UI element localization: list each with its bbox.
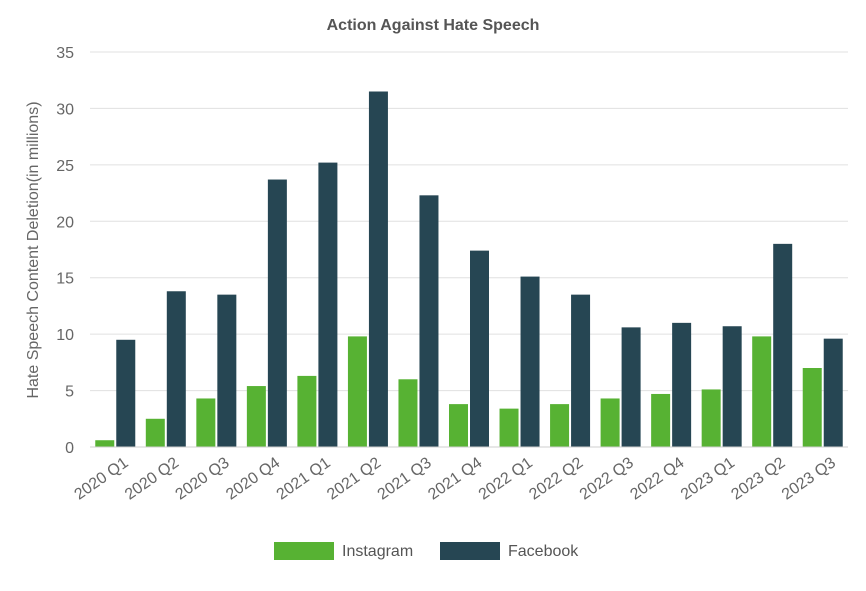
bar-facebook[interactable]: [166, 291, 186, 447]
x-tick-label: 2022 Q3: [577, 454, 637, 503]
x-tick-label: 2021 Q1: [274, 454, 334, 503]
legend-label-instagram[interactable]: Instagram: [342, 543, 413, 560]
bar-facebook[interactable]: [773, 243, 793, 447]
bar-facebook[interactable]: [116, 339, 136, 447]
bar-instagram[interactable]: [145, 418, 165, 447]
bars: [95, 91, 843, 448]
x-tick-label: 2022 Q2: [526, 454, 586, 503]
x-tick-label: 2022 Q1: [476, 454, 536, 503]
y-tick-label: 5: [65, 384, 74, 401]
bar-facebook[interactable]: [470, 250, 489, 447]
y-tick-label: 30: [56, 101, 74, 118]
legend-swatch-facebook[interactable]: [440, 542, 500, 560]
y-tick-label: 0: [65, 440, 74, 457]
bar-facebook[interactable]: [672, 322, 692, 447]
bar-instagram[interactable]: [95, 440, 115, 447]
bar-facebook[interactable]: [318, 162, 338, 447]
x-tick-label: 2021 Q2: [324, 454, 384, 503]
bar-instagram[interactable]: [499, 408, 519, 447]
bar-facebook[interactable]: [722, 326, 742, 447]
legend[interactable]: Instagram Facebook: [274, 542, 579, 560]
y-tick-label: 10: [56, 327, 74, 344]
bar-instagram[interactable]: [752, 336, 772, 447]
bar-facebook[interactable]: [217, 294, 237, 447]
bar-facebook[interactable]: [419, 195, 439, 447]
bar-facebook[interactable]: [571, 294, 591, 447]
x-tick-label: 2020 Q2: [122, 454, 182, 503]
bar-facebook[interactable]: [368, 91, 388, 448]
x-tick-label: 2021 Q4: [425, 454, 485, 503]
chart-title: Action Against Hate Speech: [327, 17, 540, 34]
y-tick-label: 20: [56, 214, 74, 231]
x-tick-label: 2020 Q4: [223, 454, 283, 503]
bar-instagram[interactable]: [246, 386, 266, 447]
legend-swatch-instagram[interactable]: [274, 542, 334, 560]
bar-facebook[interactable]: [520, 276, 540, 447]
gridlines: [90, 51, 848, 392]
y-axis-title: Hate Speech Content Deletion(in millions…: [25, 101, 42, 398]
x-tick-label: 2023 Q3: [779, 454, 839, 503]
bar-facebook[interactable]: [621, 327, 641, 447]
x-tick-label: 2023 Q1: [678, 454, 738, 503]
bar-instagram[interactable]: [802, 368, 822, 447]
x-tick-label: 2021 Q3: [375, 454, 435, 503]
bar-instagram[interactable]: [398, 379, 418, 447]
bar-instagram[interactable]: [701, 389, 721, 447]
bar-instagram[interactable]: [196, 398, 216, 447]
bar-instagram[interactable]: [347, 336, 367, 447]
y-tick-label: 25: [56, 158, 74, 175]
x-tick-label: 2022 Q4: [627, 454, 687, 503]
bar-facebook[interactable]: [823, 338, 843, 447]
x-tick-label: 2020 Q1: [72, 454, 132, 503]
x-tick-label: 2020 Q3: [173, 454, 233, 503]
bar-instagram[interactable]: [297, 375, 317, 447]
y-tick-labels: 0 5 10 15 20 25 30 35: [56, 45, 74, 457]
legend-label-facebook[interactable]: Facebook: [508, 543, 579, 560]
bar-instagram[interactable]: [449, 404, 468, 447]
y-tick-label: 35: [56, 45, 74, 62]
bar-instagram[interactable]: [550, 404, 570, 447]
y-tick-label: 15: [56, 271, 74, 288]
bar-facebook[interactable]: [267, 179, 287, 447]
bar-instagram[interactable]: [600, 398, 620, 447]
x-tick-label: 2023 Q2: [728, 454, 788, 503]
bar-instagram[interactable]: [651, 393, 671, 447]
